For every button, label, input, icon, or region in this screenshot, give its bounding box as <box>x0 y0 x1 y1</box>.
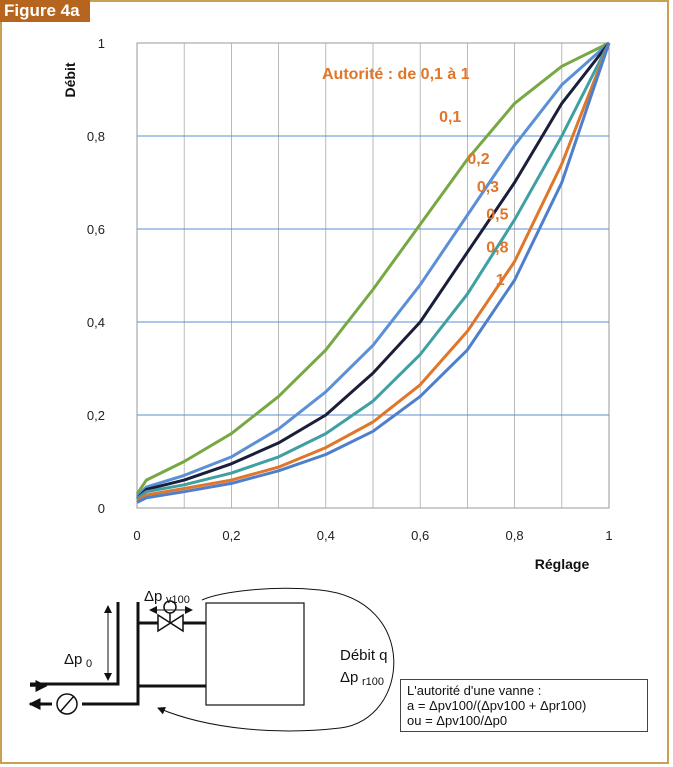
y-tick-label: 0,8 <box>87 129 105 144</box>
y-tick-label: 0,6 <box>87 222 105 237</box>
y-tick-labels: 0 0,2 0,4 0,6 0,8 1 <box>87 36 105 516</box>
figure-label: Figure 4a <box>0 0 90 22</box>
dp-r100-subscript: r100 <box>362 676 384 688</box>
note-line-3: ou = Δpv100/Δp0 <box>407 713 508 728</box>
note-line-1: L'autorité d'une vanne : <box>407 683 542 698</box>
curve-labels: 0,1 0,2 0,3 0,5 0,8 1 <box>439 109 509 289</box>
series-line-4 <box>136 42 611 503</box>
x-tick-labels: 0 0,2 0,4 0,6 0,8 1 <box>133 528 612 543</box>
return-pipe <box>82 602 140 706</box>
dp0-symbol: Δp <box>64 651 82 668</box>
y-tick-label: 0 <box>98 501 105 516</box>
series-group <box>135 41 611 504</box>
x-axis-label: Réglage <box>535 556 590 572</box>
curve-label: 1 <box>496 272 505 289</box>
authority-range-annotation: Autorité : de 0,1 à 1 <box>322 66 470 83</box>
dp-r100-symbol: Δp <box>340 669 358 686</box>
dp-v100-subscript: v100 <box>166 594 190 606</box>
curve-label: 0,5 <box>486 207 508 224</box>
dp0-subscript: 0 <box>86 658 92 670</box>
curve-label: 0,1 <box>439 109 461 126</box>
valve-schematic: Δp v100 Δp 0 Débit q Δp r100 <box>28 587 395 732</box>
series-line-0 <box>135 41 610 495</box>
load-box <box>205 602 305 706</box>
curve-label: 0,3 <box>477 179 499 196</box>
y-axis-label: Débit <box>62 62 78 97</box>
x-tick-label: 0,8 <box>506 528 524 543</box>
x-tick-label: 0 <box>133 528 140 543</box>
supply-pipe <box>30 602 120 686</box>
series-line-1 <box>135 41 610 498</box>
y-tick-label: 0,4 <box>87 315 105 330</box>
series-line-5 <box>136 42 611 504</box>
x-tick-label: 0,6 <box>411 528 429 543</box>
pump-icon-stroke <box>59 695 75 713</box>
dp-v100-symbol: Δp <box>144 588 162 605</box>
flow-label: Débit q <box>340 647 388 664</box>
y-tick-label: 0,2 <box>87 408 105 423</box>
note-line-2: a = Δpv100/(Δpv100 + Δpr100) <box>407 698 587 713</box>
authority-note-box: L'autorité d'une vanne : a = Δpv100/(Δpv… <box>400 679 648 732</box>
x-tick-label: 0,4 <box>317 528 335 543</box>
series-line-2 <box>135 42 611 500</box>
y-tick-label: 1 <box>98 36 105 51</box>
x-tick-label: 1 <box>605 528 612 543</box>
curve-label: 0,2 <box>467 151 489 168</box>
curve-label: 0,8 <box>486 239 508 256</box>
series-line-3 <box>136 42 611 500</box>
authority-chart: 0 0,2 0,4 0,6 0,8 1 00,20,40,60,81 0,10,20,30… <box>62 36 613 572</box>
flow-loop-arrow <box>157 587 395 732</box>
x-tick-label: 0,2 <box>222 528 240 543</box>
